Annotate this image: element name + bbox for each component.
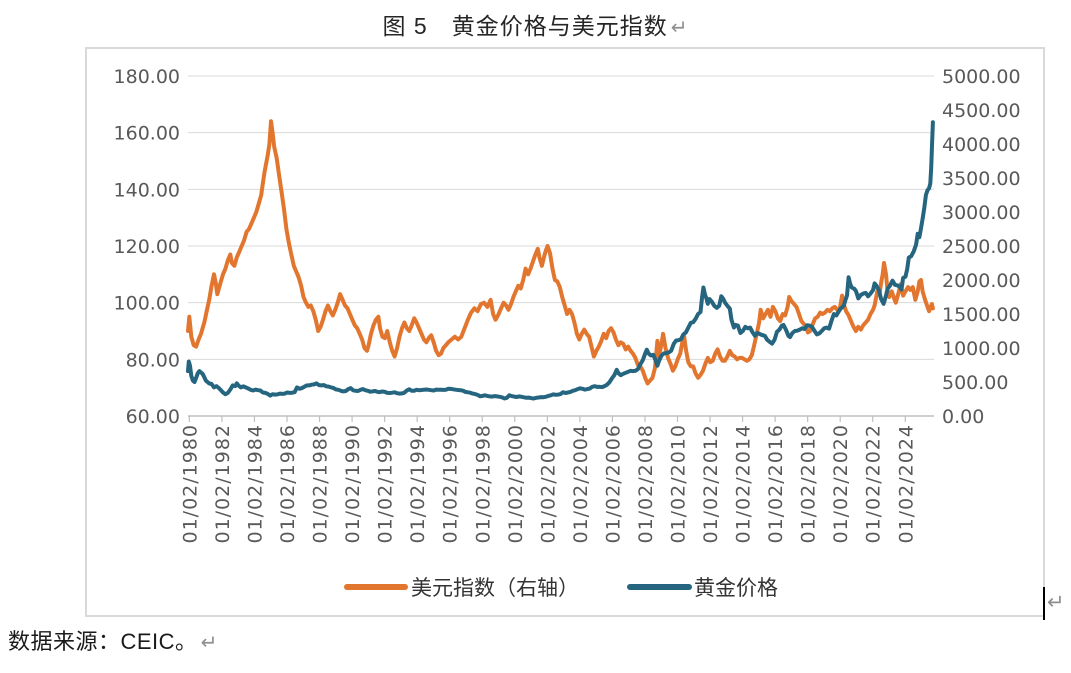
x-axis-tick-label: 01/02/2018 [798,424,820,544]
x-axis-tick-label: 01/02/2022 [863,424,885,544]
x-axis-tick-label: 01/02/2008 [635,424,657,544]
right-axis-tick-label: 4000.00 [942,134,1021,156]
x-axis-tick-label: 01/02/2012 [700,424,722,544]
x-axis-tick-label: 01/02/2016 [765,424,787,544]
dual-axis-line-chart: 01/02/1980 01/02/1982 01/02/1984 01/02/1986… [114,66,1021,600]
figure-title: 图 5 黄金价格与美元指数 [382,13,668,39]
x-axis-tick-label: 01/02/1984 [244,424,266,544]
source-note: 数据来源：CEIC。 [8,629,198,654]
legend-label: 美元指数（右轴） [411,576,579,600]
left-axis-tick-label: 80.00 [126,349,180,371]
left-axis-tick-label: 180.00 [114,66,180,88]
left-axis-tick-label: 160.00 [114,123,180,145]
x-axis-tick-label: 01/02/1982 [212,424,234,544]
x-axis-tick-label: 01/02/2002 [537,424,559,544]
x-axis-tick-label: 01/02/2000 [505,424,527,544]
x-axis-tick-label: 01/02/1998 [472,424,494,544]
x-axis-tick-label: 01/02/1986 [277,424,299,544]
right-axis-tick-label: 2500.00 [942,236,1021,258]
left-axis-tick-label: 120.00 [114,236,180,258]
x-axis-tick-label: 01/02/1992 [375,424,397,544]
right-axis-tick-label: 0.00 [942,406,984,428]
chart-container[interactable]: 01/02/1980 01/02/1982 01/02/1984 01/02/1986… [85,47,1045,617]
gold-price-line [186,120,935,401]
legend-label: 黄金价格 [694,576,778,600]
x-axis-tick-label: 01/02/2004 [570,424,592,544]
x-axis-tick-label: 01/02/1990 [342,424,364,544]
left-axis-tick-label: 100.00 [114,293,180,315]
paragraph-mark-icon: ↵ [200,630,218,654]
right-axis-tick-label: 1500.00 [942,304,1021,326]
paragraph-mark-icon: ↵ [1047,590,1065,614]
x-axis-tick-label: 01/02/1996 [440,424,462,544]
x-axis-tick-label: 01/02/2020 [830,424,852,544]
right-axis-tick-label: 3500.00 [942,168,1021,190]
x-axis-tick-label: 01/02/1988 [310,424,332,544]
right-axis-tick-label: 4500.00 [942,100,1021,122]
figure-caption: 图 5 黄金价格与美元指数 ↵ [0,7,1071,41]
text-cursor [1043,587,1045,620]
x-axis-tick-label: 01/02/1994 [407,424,429,544]
x-axis-tick-label: 01/02/1980 [179,424,201,544]
right-axis-tick-label: 500.00 [942,372,1008,394]
right-axis-tick-label: 1000.00 [942,338,1021,360]
left-axis-tick-label: 140.00 [114,179,180,201]
x-axis-tick-label: 01/02/2014 [733,424,755,544]
usd-index-line [186,119,935,386]
left-axis-tick-label: 60.00 [126,406,180,428]
right-axis-tick-label: 5000.00 [942,66,1021,88]
paragraph-mark-icon: ↵ [670,15,689,39]
x-axis-tick-label: 01/02/2024 [895,424,917,544]
x-axis-tick-label: 01/02/2006 [602,424,624,544]
source-note-row: 数据来源：CEIC。 ↵ [8,624,218,656]
right-axis-tick-label: 3000.00 [942,202,1021,224]
right-axis-tick-label: 2000.00 [942,270,1021,292]
x-axis-tick-label: 01/02/2010 [667,424,689,544]
